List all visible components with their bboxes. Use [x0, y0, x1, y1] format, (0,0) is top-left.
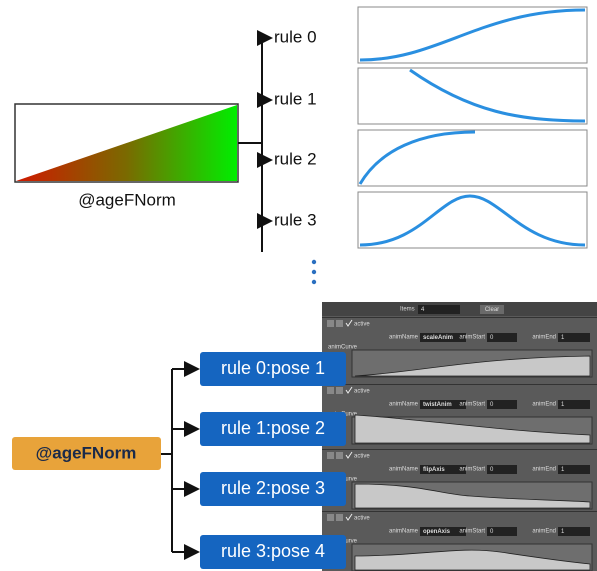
pose-label: rule 1:pose 2 [221, 418, 325, 438]
anim-end-label: animEnd [532, 467, 556, 473]
active-label: active [354, 322, 370, 328]
pose-label: rule 0:pose 1 [221, 358, 325, 378]
anim-name-label: animName [389, 402, 419, 408]
rule-label: rule 3 [274, 210, 317, 229]
anim-name: flipAxis [423, 467, 445, 473]
rule-label: rule 0 [274, 27, 317, 46]
anim-name: scaleAnim [423, 335, 453, 341]
remove-button[interactable] [327, 514, 334, 521]
remove-button[interactable] [327, 452, 334, 459]
entry-separator [322, 317, 597, 318]
ellipsis [312, 260, 316, 284]
add-button[interactable] [336, 514, 343, 521]
anim-end-label: animEnd [532, 529, 556, 535]
clear-label: Clear [485, 307, 499, 313]
add-button[interactable] [336, 320, 343, 327]
active-label: active [354, 454, 370, 460]
pose-label: rule 2:pose 3 [221, 478, 325, 498]
remove-button[interactable] [327, 320, 334, 327]
top-bracket [238, 38, 271, 252]
active-label: active [354, 389, 370, 395]
rule-label: rule 1 [274, 89, 317, 108]
anim-end-label: animEnd [532, 335, 556, 341]
curve-boxes [358, 7, 587, 248]
attribute-label: @ageFNorm [36, 443, 137, 462]
anim-name: openAxis [423, 529, 451, 535]
anim-name-label: animName [389, 529, 419, 535]
anim-start-label: animStart [459, 335, 485, 341]
anim-start-label: animStart [459, 402, 485, 408]
anim-name: twistAnim [423, 402, 452, 408]
anim-end-label: animEnd [532, 402, 556, 408]
entry-separator [322, 449, 597, 450]
remove-button[interactable] [327, 387, 334, 394]
diagram: @ageFNorm rule 0 rule 1 rule 2 rule 3 @a… [0, 0, 597, 571]
bottom-bracket [161, 369, 198, 552]
active-label: active [354, 516, 370, 522]
rule-label: rule 2 [274, 149, 317, 168]
anim-start-label: animStart [459, 467, 485, 473]
entry-separator [322, 384, 597, 385]
add-button[interactable] [336, 452, 343, 459]
pose-label: rule 3:pose 4 [221, 541, 325, 561]
items-label: Items [400, 307, 415, 313]
anim-name-label: animName [389, 335, 419, 341]
anim-start-label: animStart [459, 529, 485, 535]
entry-separator [322, 511, 597, 512]
anim-name-label: animName [389, 467, 419, 473]
gradient-label: @ageFNorm [78, 190, 176, 209]
add-button[interactable] [336, 387, 343, 394]
